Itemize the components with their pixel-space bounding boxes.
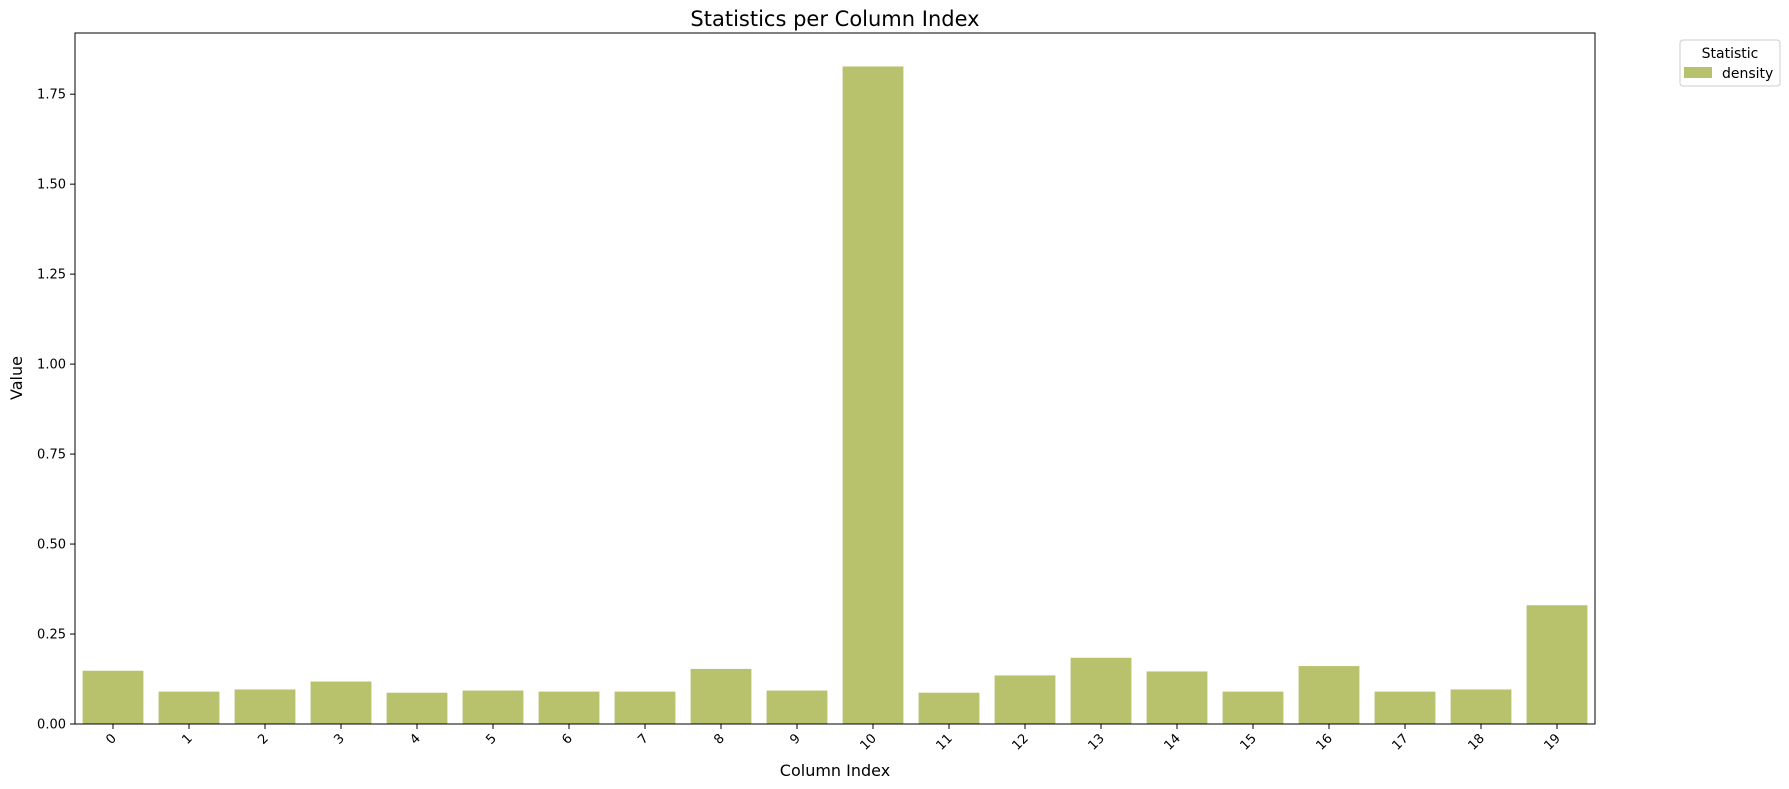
legend-title: Statistic [1702,46,1759,62]
y-tick-label: 0.50 [37,538,66,553]
bar-11 [918,692,980,724]
bar-3 [310,681,372,724]
bar-4 [386,692,448,724]
legend-label-density: density [1722,66,1773,82]
x-tick-label: 15 [1238,731,1260,753]
x-tick-label: 0 [103,731,119,747]
x-tick-label: 4 [407,731,423,747]
y-tick-label: 1.25 [37,268,66,283]
y-tick-label: 1.50 [37,178,66,193]
x-tick-label: 7 [635,731,651,747]
y-tick-label: 0.25 [37,628,66,643]
x-tick-label: 17 [1390,731,1412,753]
y-tick-label: 1.75 [37,88,66,103]
x-tick-label: 11 [934,731,956,753]
x-tick-label: 1 [179,731,195,747]
bar-2 [234,689,296,724]
x-tick-label: 18 [1466,731,1488,753]
x-axis-label: Column Index [780,761,890,780]
bar-18 [1450,689,1512,724]
x-tick-label: 2 [255,731,271,747]
x-axis: 0 1 2 3 4 5 6 7 8 9 10 11 12 13 14 15 16 17 18 19 [103,724,1564,754]
x-tick-label: 5 [483,731,499,747]
x-tick-label: 3 [331,731,347,747]
y-axis: 0.00 0.25 0.50 0.75 1.00 1.25 1.50 1.75 [37,88,75,733]
bar-15 [1222,691,1284,724]
bar-0 [82,670,144,724]
bar-13 [1070,657,1132,724]
bar-17 [1374,691,1436,724]
bar-14 [1146,671,1208,724]
legend: Statistic density [1679,39,1781,87]
legend-swatch-density [1684,67,1712,78]
x-tick-label: 12 [1010,731,1032,753]
bar-19 [1526,605,1588,724]
chart-title: Statistics per Column Index [690,7,979,31]
y-tick-label: 1.00 [37,358,66,373]
x-tick-label: 9 [787,731,803,747]
x-tick-label: 14 [1162,731,1184,753]
y-axis-label: Value [7,356,26,400]
x-tick-label: 19 [1542,731,1564,753]
bar-9 [766,690,828,724]
bar-1 [158,691,220,724]
bar-12 [994,675,1056,724]
bar-6 [538,691,600,724]
x-tick-label: 13 [1086,731,1108,753]
y-tick-label: 0.75 [37,448,66,463]
bar-8 [690,668,752,724]
bar-10 [842,66,904,724]
bar-7 [614,691,676,724]
bar-16 [1298,666,1360,724]
bars-group [82,66,1588,724]
y-tick-label: 0.00 [37,718,66,733]
x-tick-label: 6 [559,731,575,747]
bar-5 [462,690,524,724]
plot-frame [74,32,1596,725]
x-tick-label: 10 [858,731,880,753]
x-tick-label: 8 [711,731,727,747]
x-tick-label: 16 [1314,731,1336,753]
